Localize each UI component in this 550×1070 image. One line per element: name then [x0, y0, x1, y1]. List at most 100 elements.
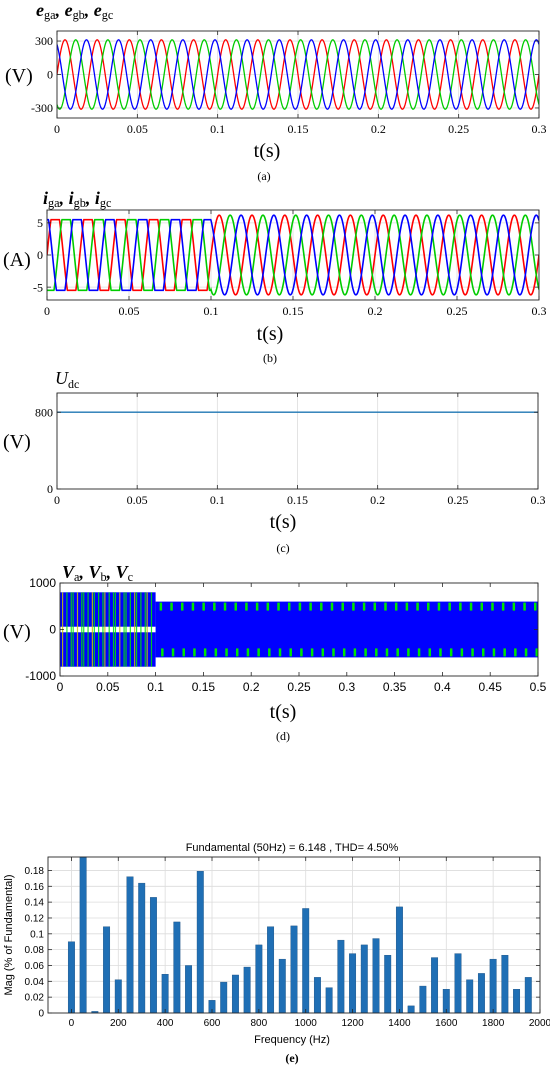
- y-tick-label: 0: [38, 1009, 44, 1020]
- pwm-marker-top: [320, 602, 323, 611]
- y-tick-label: 800: [35, 405, 53, 419]
- series-line-phase-b: [57, 39, 539, 110]
- y-tick-label: 0: [47, 482, 53, 496]
- pwm-marker-bottom: [161, 648, 164, 657]
- x-axis-label: Frequency (Hz): [254, 1034, 330, 1046]
- bar: [501, 954, 509, 1014]
- x-tick-label: 0.35: [383, 680, 407, 694]
- pwm-marker-top: [491, 602, 494, 611]
- pwm-stripe: [114, 592, 117, 667]
- x-tick-label: 0: [44, 304, 50, 318]
- pwm-marker-top: [202, 602, 205, 611]
- bar: [349, 953, 357, 1014]
- pwm-stripe: [112, 592, 115, 667]
- pwm-marker-top: [277, 602, 280, 611]
- x-tick-label: 400: [157, 1018, 174, 1029]
- y-tick-label: 5: [37, 216, 43, 230]
- pwm-stripe: [125, 592, 127, 667]
- y-tick-label: -300: [31, 101, 53, 115]
- bar: [477, 973, 485, 1014]
- x-tick-label: 0.05: [127, 493, 148, 507]
- y-tick-label: 0.08: [25, 945, 45, 956]
- axes-frame: [47, 856, 541, 1014]
- axes-e: 0 200 400 600 800 1000 1200 1400 1600 1800 2000 0 0.…: [3, 842, 550, 1065]
- x-axis-label: t(s): [254, 140, 281, 162]
- pwm-stripe: [119, 592, 121, 667]
- pwm-marker-bottom: [375, 648, 378, 657]
- figure-caption: (a): [257, 169, 270, 183]
- pwm-block-positive: [60, 592, 156, 627]
- pwm-marker-top: [245, 602, 248, 611]
- pwm-stripe: [66, 592, 68, 667]
- bar: [196, 871, 204, 1014]
- bar: [243, 966, 251, 1014]
- bar: [79, 856, 87, 1014]
- x-tick-label: 800: [251, 1018, 268, 1029]
- pwm-marker-bottom: [321, 648, 325, 657]
- bar: [466, 979, 474, 1014]
- pwm-marker-bottom: [300, 648, 303, 657]
- title-symbol: ,: [106, 562, 116, 582]
- title-subscript: gb: [73, 8, 85, 22]
- pwm-marker-top: [352, 602, 355, 611]
- series-line-phase-b: [47, 214, 539, 296]
- pwm-stripe: [150, 592, 153, 667]
- bar: [395, 906, 403, 1014]
- title-symbol: e: [36, 0, 44, 20]
- pwm-marker-bottom: [471, 648, 474, 657]
- y-tick-label: 0.12: [25, 913, 45, 924]
- pwm-marker-top: [298, 602, 302, 611]
- pwm-marker-top: [213, 602, 216, 611]
- bar: [103, 926, 111, 1014]
- pwm-marker-bottom: [257, 648, 260, 657]
- pwm-marker-bottom: [171, 648, 175, 657]
- y-tick-label: 0.04: [25, 977, 45, 988]
- bar: [360, 944, 368, 1014]
- bar: [67, 941, 75, 1014]
- pwm-marker-top: [501, 602, 505, 611]
- pwm-marker-bottom: [203, 648, 207, 657]
- bar: [325, 987, 333, 1014]
- y-tick-label: -5: [33, 280, 43, 294]
- x-tick-label: 0: [69, 1018, 75, 1029]
- pwm-stripe: [144, 592, 146, 667]
- figure-caption: (c): [276, 541, 289, 555]
- axes-d: 0 0.05 0.1 0.15 0.2 0.25 0.3 0.35 0.4 0.45 0.5 -100…: [3, 562, 547, 743]
- pwm-marker-bottom: [428, 648, 432, 657]
- pwm-stripe: [87, 592, 89, 667]
- y-tick-label: 0: [37, 248, 43, 262]
- pwm-marker-top: [480, 602, 484, 611]
- x-tick-label: 0.15: [287, 493, 308, 507]
- pwm-stripe: [93, 592, 95, 667]
- x-tick-label: 0.5: [530, 680, 547, 694]
- pwm-marker-top: [523, 602, 526, 611]
- title-subscript: dc: [68, 377, 79, 391]
- pwm-marker-bottom: [225, 648, 228, 657]
- series-line-phase-a: [47, 214, 539, 296]
- x-tick-label: 0.25: [448, 122, 469, 136]
- x-tick-label: 1000: [295, 1018, 318, 1029]
- bar: [302, 908, 310, 1014]
- pwm-stripe: [104, 592, 106, 667]
- title-symbol: ,: [85, 188, 95, 208]
- bar: [173, 921, 181, 1014]
- title-symbol: ,: [59, 188, 69, 208]
- pwm-stripe: [70, 592, 72, 667]
- pwm-marker-top: [234, 602, 237, 611]
- x-tick-label: 600: [204, 1018, 221, 1029]
- pwm-marker-bottom: [396, 648, 399, 657]
- title-symbol: i: [95, 188, 100, 208]
- bar: [513, 989, 521, 1014]
- x-tick-label: 0.2: [371, 122, 386, 136]
- pwm-marker-bottom: [289, 648, 292, 657]
- bar: [278, 958, 286, 1014]
- x-axis-label: t(s): [257, 323, 284, 345]
- pwm-marker-bottom: [492, 648, 496, 657]
- bar: [161, 973, 169, 1014]
- pwm-marker-bottom: [342, 648, 346, 657]
- title-symbol: e: [94, 0, 102, 20]
- title-symbol: V: [62, 562, 76, 582]
- bar: [231, 974, 239, 1014]
- pwm-series: [60, 592, 538, 667]
